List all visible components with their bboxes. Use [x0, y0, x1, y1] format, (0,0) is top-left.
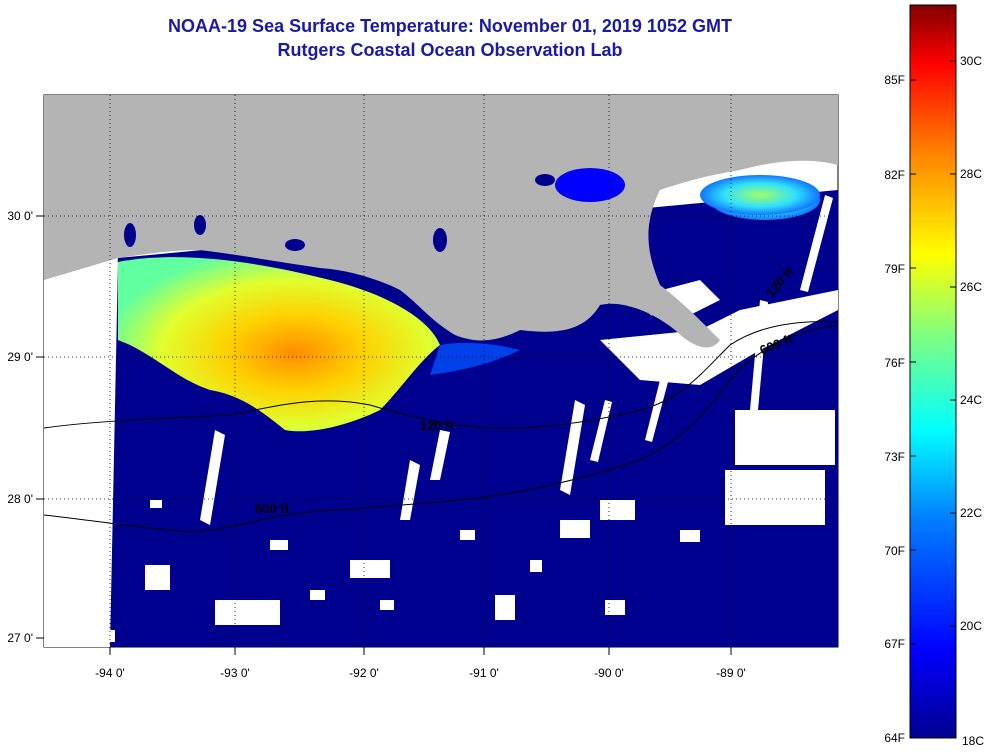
colorbar — [909, 4, 957, 739]
lake-pontchartrain-water — [555, 168, 625, 202]
warm-sst-region — [118, 257, 440, 432]
map-subtitle: Rutgers Coastal Ocean Observation Lab — [277, 40, 623, 60]
lat-label-28: 28 0' — [7, 492, 33, 506]
cb-c-26: 26C — [960, 280, 982, 294]
lon-label-93: -93 0' — [220, 666, 250, 680]
lon-label-89: -89 0' — [716, 666, 746, 680]
land-mass — [44, 95, 838, 348]
map-layers — [44, 95, 838, 647]
cb-c-22: 22C — [960, 506, 982, 520]
calcasieu-lake — [285, 239, 305, 251]
lat-label-27: 27 0' — [7, 631, 33, 645]
cb-c-30: 30C — [960, 54, 982, 68]
cb-f-73: 73F — [884, 450, 905, 464]
cb-f-82: 82F — [884, 168, 905, 182]
lon-label-92: -92 0' — [349, 666, 379, 680]
cb-c-24: 24C — [960, 393, 982, 407]
lon-label-94: -94 0' — [95, 666, 125, 680]
axis-ticks — [36, 215, 732, 655]
lat-label-30: 30 0' — [7, 209, 33, 223]
cool-fringe — [430, 342, 520, 375]
cb-f-67: 67F — [884, 637, 905, 651]
lat-label-29: 29 0' — [7, 350, 33, 364]
cb-f-76: 76F — [884, 356, 905, 370]
contour-label-600ft-a: 600 ft — [255, 501, 290, 516]
contour-label-120ft-a: 120 ft — [420, 418, 455, 433]
cloud-mask — [44, 195, 838, 647]
cb-f-70: 70F — [884, 544, 905, 558]
cb-f-64: 64F — [884, 731, 905, 745]
map-title: NOAA-19 Sea Surface Temperature: Novembe… — [168, 16, 732, 36]
cb-c-20: 20C — [960, 619, 982, 633]
cb-f-85: 85F — [884, 73, 905, 87]
cb-f-79: 79F — [884, 262, 905, 276]
lon-label-91: -91 0' — [469, 666, 499, 680]
colorbar-ticks — [910, 60, 956, 645]
graticule — [44, 95, 838, 647]
cb-c-28: 28C — [960, 167, 982, 181]
coastal-lake-west — [124, 223, 136, 247]
sabine-lake — [194, 215, 206, 235]
lake-maurepas — [535, 174, 555, 186]
colorbar-f-labels: 64F 67F 70F 73F 76F 79F 82F 85F — [884, 73, 905, 745]
lon-label-90: -90 0' — [594, 666, 624, 680]
mississippi-sound-water — [700, 175, 820, 215]
cb-c-18: 18C — [962, 734, 984, 748]
colorbar-c-labels: 18C 20C 22C 24C 26C 28C 30C — [960, 54, 984, 748]
bathymetry-contours — [44, 321, 838, 533]
lake-grand — [433, 228, 447, 252]
